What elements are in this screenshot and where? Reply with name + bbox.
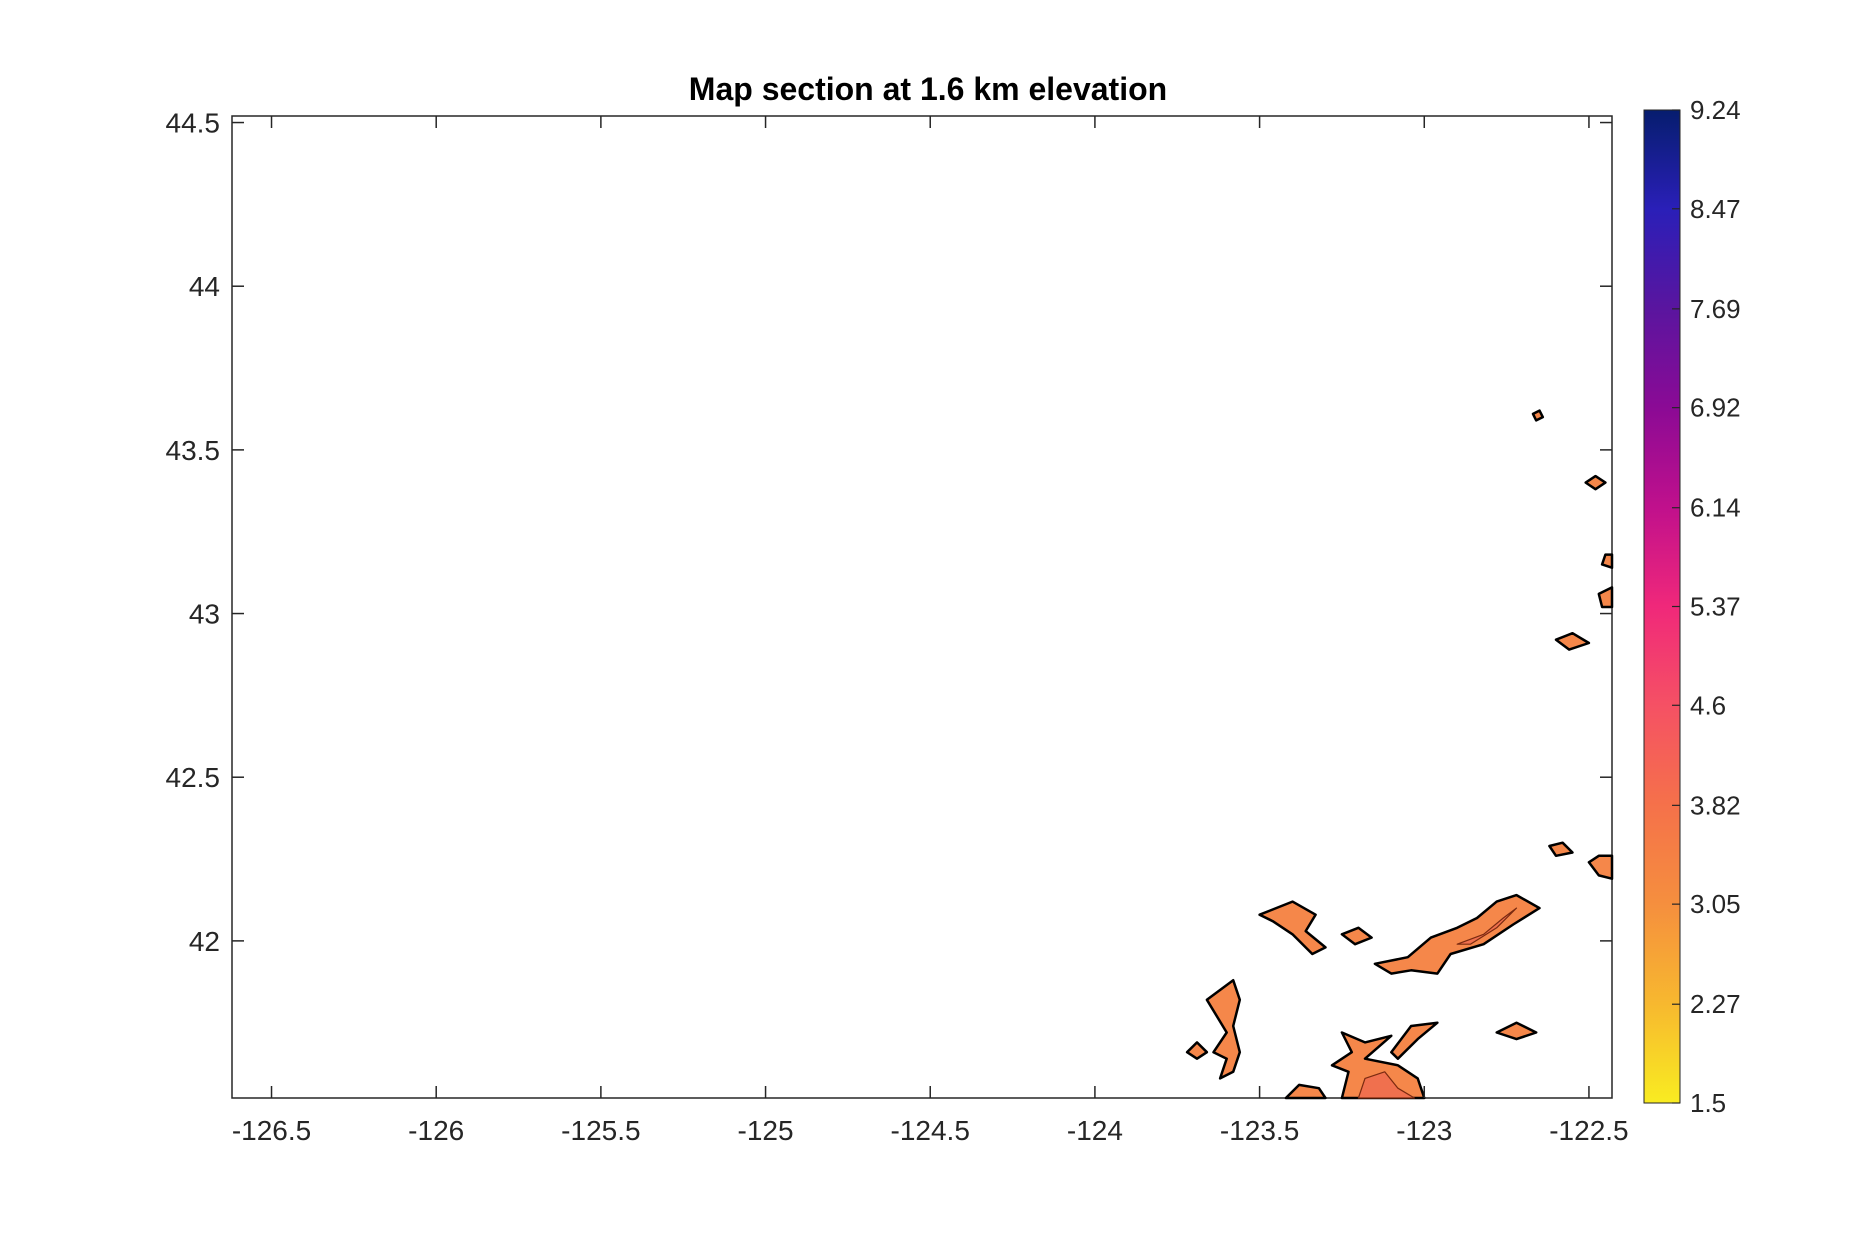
velocity-region — [1185, 1041, 1209, 1060]
velocity-region — [1390, 1021, 1439, 1060]
velocity-region — [1584, 474, 1607, 491]
velocity-region — [1495, 1021, 1538, 1041]
colorbar-tick-label: 2.27 — [1690, 989, 1741, 1019]
colorbar-tick-label: 3.05 — [1690, 889, 1741, 919]
x-axis-ticks: -126.5 -126 -125.5 -125 -124.5 -124 -123.5 -123… — [232, 116, 1629, 1146]
x-tick-label: -125.5 — [561, 1115, 640, 1146]
velocity-region — [1205, 978, 1242, 1080]
velocity-region — [1258, 900, 1327, 956]
y-tick-label: 44 — [189, 271, 220, 302]
x-tick-label: -124 — [1067, 1115, 1123, 1146]
y-axis-ticks: 44.5 44 43.5 43 42.5 42 — [166, 108, 1612, 957]
velocity-region-inner — [1456, 907, 1518, 945]
velocity-region — [1554, 631, 1591, 651]
velocity-region-inner — [1357, 1071, 1416, 1099]
colorbar-tick-label: 3.82 — [1690, 790, 1741, 820]
x-tick-label: -122.5 — [1549, 1115, 1628, 1146]
velocity-region — [1330, 1031, 1426, 1100]
velocity-region — [1373, 893, 1541, 975]
velocity-region — [1531, 409, 1545, 422]
colorbar-tick-label: 6.14 — [1690, 493, 1741, 523]
velocity-region — [1597, 586, 1614, 609]
colorbar-tick-label: 9.24 — [1690, 95, 1741, 125]
velocity-region — [1600, 553, 1614, 569]
colorbar-tick-label: 5.37 — [1690, 592, 1741, 622]
velocity-regions — [1185, 409, 1614, 1100]
axes-box — [231, 115, 1613, 1099]
colorbar-tick-label: 4.6 — [1690, 690, 1726, 720]
y-tick-label: 43.5 — [166, 435, 221, 466]
colorbar-tick-label: 1.5 — [1690, 1088, 1726, 1118]
velocity-region — [1548, 841, 1574, 858]
x-tick-label: -123.5 — [1220, 1115, 1299, 1146]
x-tick-label: -125 — [738, 1115, 794, 1146]
y-tick-label: 42.5 — [166, 762, 221, 793]
y-tick-label: 44.5 — [166, 108, 221, 139]
x-tick-label: -124.5 — [891, 1115, 970, 1146]
colorbar: 1.5 2.27 3.05 3.82 4.6 5.37 6.14 6.92 7.69 8.47 9.… — [1643, 95, 1741, 1118]
velocity-region — [1340, 926, 1373, 946]
plot-area: -126.5 -126 -125.5 -125 -124.5 -124 -123.5 -123… — [166, 108, 1629, 1146]
colorbar-tick-label: 8.47 — [1690, 194, 1741, 224]
chart-title: Map section at 1.6 km elevation — [689, 71, 1167, 107]
colorbar-tick-label: 7.69 — [1690, 294, 1741, 324]
x-tick-label: -126.5 — [232, 1115, 311, 1146]
y-tick-label: 42 — [189, 926, 220, 957]
y-tick-label: 43 — [189, 599, 220, 630]
x-tick-label: -123 — [1396, 1115, 1452, 1146]
colorbar-tick-label: 6.92 — [1690, 393, 1741, 423]
velocity-region — [1284, 1083, 1327, 1100]
x-tick-label: -126 — [408, 1115, 464, 1146]
colorbar-ticks: 1.5 2.27 3.05 3.82 4.6 5.37 6.14 6.92 7.69 8.47 9.… — [1672, 95, 1741, 1118]
velocity-region — [1587, 854, 1614, 880]
